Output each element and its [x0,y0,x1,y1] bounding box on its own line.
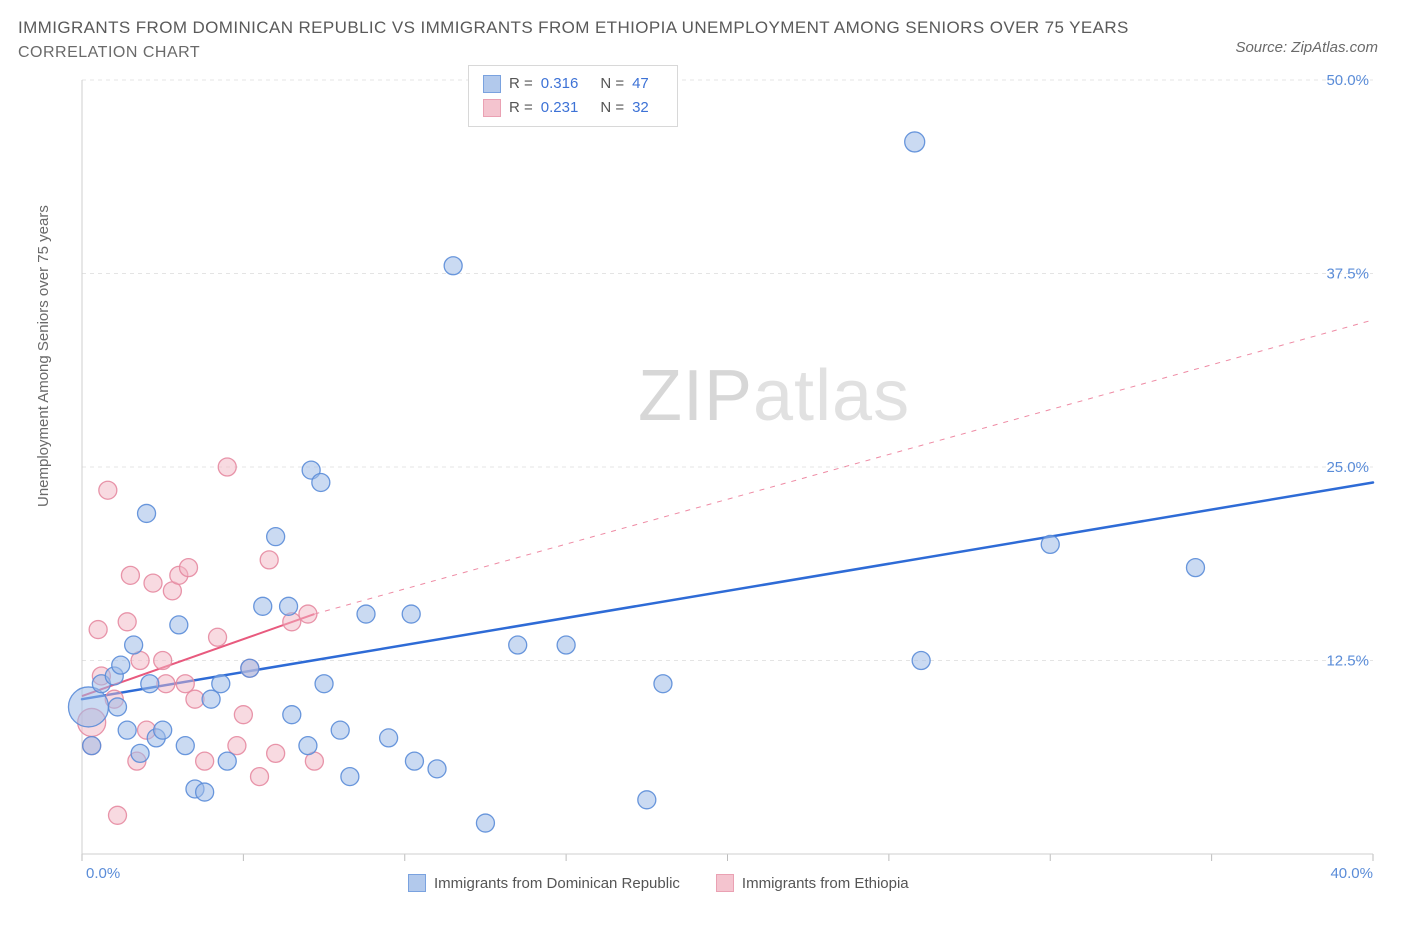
stats-row-series1: R =0.316 N =47 [483,72,663,96]
chart-subtitle: CORRELATION CHART [18,44,1235,62]
svg-text:50.0%: 50.0% [1326,72,1369,89]
bottom-legend: Immigrants from Dominican Republic Immig… [408,874,909,892]
svg-text:12.5%: 12.5% [1326,653,1369,670]
swatch-series1-icon [408,874,426,892]
svg-text:Unemployment Among Seniors ove: Unemployment Among Seniors over 75 years [35,205,52,507]
legend-item-series1: Immigrants from Dominican Republic [408,874,680,892]
chart-area: 12.5% 25.0% 37.5% 50.0% 0.0% 40.0% Unemploymen… [18,70,1388,890]
header: IMMIGRANTS FROM DOMINICAN REPUBLIC VS IM… [18,12,1388,62]
legend-label-series2: Immigrants from Ethiopia [742,875,909,892]
r-value-series2: 0.231 [541,96,593,120]
stats-row-series2: R =0.231 N =32 [483,96,663,120]
legend-item-series2: Immigrants from Ethiopia [716,874,909,892]
source-label: Source: ZipAtlas.com [1235,39,1388,62]
svg-text:40.0%: 40.0% [1330,865,1373,882]
swatch-series1 [483,75,501,93]
n-value-series1: 47 [632,72,663,96]
svg-text:37.5%: 37.5% [1326,266,1369,283]
r-value-series1: 0.316 [541,72,593,96]
chart-title: IMMIGRANTS FROM DOMINICAN REPUBLIC VS IM… [18,12,1235,44]
swatch-series2-icon [716,874,734,892]
swatch-series2 [483,99,501,117]
svg-text:25.0%: 25.0% [1326,459,1369,476]
svg-text:0.0%: 0.0% [86,865,120,882]
stats-legend-box: R =0.316 N =47 R =0.231 N =32 [468,65,678,127]
n-value-series2: 32 [632,96,663,120]
scatter-chart: 12.5% 25.0% 37.5% 50.0% 0.0% 40.0% Unemploymen… [18,70,1388,890]
legend-label-series1: Immigrants from Dominican Republic [434,875,680,892]
